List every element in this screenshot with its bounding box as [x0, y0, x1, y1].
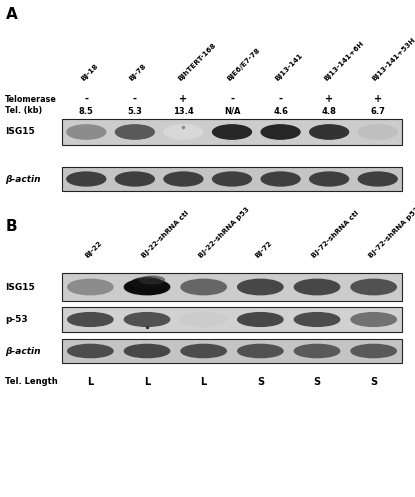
Text: ISG15: ISG15 [5, 128, 35, 137]
Ellipse shape [294, 313, 339, 327]
Ellipse shape [67, 125, 106, 139]
Text: BJ-18: BJ-18 [80, 63, 99, 82]
Ellipse shape [238, 344, 283, 358]
Ellipse shape [351, 279, 396, 295]
Text: B: B [6, 219, 17, 234]
Ellipse shape [212, 172, 251, 186]
Text: 5.3: 5.3 [127, 106, 142, 115]
Text: Tel. Length: Tel. Length [5, 378, 58, 387]
Text: 6.7: 6.7 [370, 106, 385, 115]
Text: BJE6/E7-78: BJE6/E7-78 [226, 47, 261, 82]
Ellipse shape [124, 279, 170, 295]
Text: S: S [370, 377, 377, 387]
Ellipse shape [358, 125, 397, 139]
Ellipse shape [310, 172, 349, 186]
Text: -: - [230, 94, 234, 104]
Text: β-actin: β-actin [5, 346, 41, 355]
Text: +: + [325, 94, 333, 104]
Text: -: - [84, 94, 88, 104]
Text: BJ-22-shRNA ctl: BJ-22-shRNA ctl [141, 210, 190, 259]
Ellipse shape [294, 279, 339, 295]
Text: BJ-22: BJ-22 [84, 240, 103, 259]
Text: L: L [144, 377, 150, 387]
Bar [62, 119, 402, 145]
Text: β-actin: β-actin [5, 174, 41, 183]
Text: 13.4: 13.4 [173, 106, 194, 115]
Text: A: A [6, 7, 18, 22]
Text: 4.6: 4.6 [273, 106, 288, 115]
Text: BJ13-141+6H: BJ13-141+6H [323, 40, 365, 82]
Text: S: S [313, 377, 320, 387]
Text: +: + [374, 94, 382, 104]
Ellipse shape [124, 344, 170, 358]
Bar [62, 307, 402, 332]
Ellipse shape [261, 172, 300, 186]
Text: BJ-22-shRNA p53: BJ-22-shRNA p53 [198, 206, 250, 259]
Text: BJ-72-shRNA p53: BJ-72-shRNA p53 [367, 206, 415, 259]
Ellipse shape [181, 279, 226, 295]
Text: -: - [278, 94, 283, 104]
Text: BJhTERT-168: BJhTERT-168 [177, 42, 217, 82]
Text: BJ13-141: BJ13-141 [274, 52, 304, 82]
Bar [62, 339, 402, 363]
Ellipse shape [68, 279, 113, 295]
Ellipse shape [294, 344, 339, 358]
Text: 8.5: 8.5 [79, 106, 94, 115]
Text: Tel. (kb): Tel. (kb) [5, 106, 42, 115]
Text: ISG15: ISG15 [5, 282, 35, 292]
Ellipse shape [261, 125, 300, 139]
Ellipse shape [212, 125, 251, 139]
Ellipse shape [68, 344, 113, 358]
Text: L: L [200, 377, 207, 387]
Ellipse shape [164, 172, 203, 186]
Text: +: + [179, 94, 188, 104]
Text: -: - [133, 94, 137, 104]
Ellipse shape [164, 125, 203, 139]
Ellipse shape [68, 313, 113, 327]
Ellipse shape [67, 172, 106, 186]
Ellipse shape [351, 344, 396, 358]
Ellipse shape [181, 344, 226, 358]
Text: 4.8: 4.8 [322, 106, 337, 115]
Text: BJ-78: BJ-78 [129, 63, 148, 82]
Ellipse shape [351, 313, 396, 327]
Ellipse shape [238, 313, 283, 327]
Text: BJ-72: BJ-72 [254, 240, 273, 259]
Ellipse shape [238, 279, 283, 295]
Ellipse shape [115, 172, 154, 186]
Text: BJ13-141+53H: BJ13-141+53H [371, 36, 415, 82]
Ellipse shape [124, 313, 170, 327]
Text: N/A: N/A [224, 106, 240, 115]
Ellipse shape [310, 125, 349, 139]
Text: BJ-72-shRNA ctl: BJ-72-shRNA ctl [311, 210, 360, 259]
Bar [62, 273, 402, 301]
Ellipse shape [131, 278, 163, 288]
Ellipse shape [139, 276, 164, 284]
Bar [62, 167, 402, 191]
Text: Telomerase: Telomerase [5, 94, 57, 103]
Text: p-53: p-53 [5, 315, 28, 324]
Ellipse shape [358, 172, 397, 186]
Ellipse shape [115, 125, 154, 139]
Ellipse shape [181, 313, 226, 327]
Text: S: S [257, 377, 264, 387]
Text: L: L [87, 377, 93, 387]
